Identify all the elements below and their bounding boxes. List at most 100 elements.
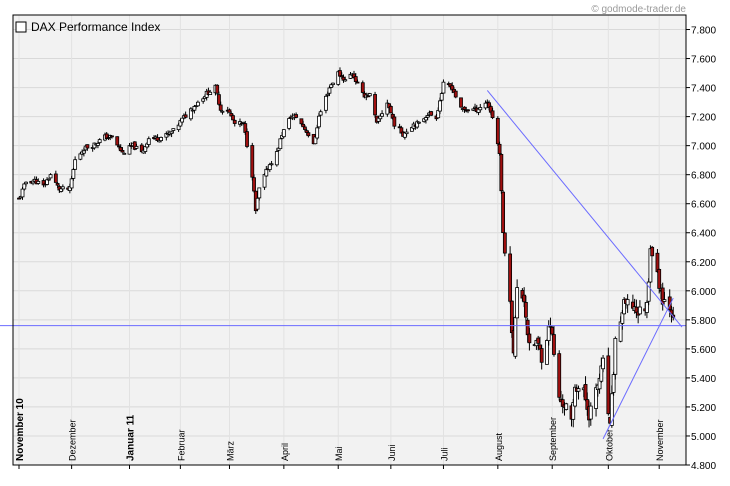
candle-up — [192, 106, 197, 111]
candle-up — [324, 95, 328, 111]
candle-down — [299, 118, 304, 125]
candle-up — [281, 129, 286, 138]
candle-up — [424, 117, 428, 121]
candle-up — [380, 113, 384, 117]
candle-down — [490, 110, 495, 118]
candle-up — [417, 121, 421, 124]
candle-up — [441, 81, 446, 94]
candle-up — [367, 93, 372, 97]
candle-up — [573, 386, 577, 407]
candle-down — [231, 115, 235, 121]
candle-down — [218, 104, 223, 111]
candle-up — [662, 299, 667, 302]
candle-down — [523, 301, 528, 318]
candle-down — [388, 106, 393, 114]
candle-down — [120, 150, 125, 153]
candle-down — [550, 326, 555, 335]
candle-down — [85, 144, 90, 149]
candle-down — [243, 123, 248, 133]
candle-down — [373, 94, 377, 116]
candle-up — [169, 131, 174, 134]
y-tick-label: 5.800 — [691, 316, 716, 327]
candle-up — [564, 403, 569, 410]
x-tick-label: Mai — [334, 446, 344, 461]
candle-down — [306, 132, 311, 137]
candle-up — [425, 115, 430, 118]
candle-up — [331, 82, 335, 85]
candle-up — [171, 128, 176, 131]
candle-up — [220, 110, 225, 113]
candle-up — [318, 111, 323, 116]
candle-up — [343, 79, 348, 82]
candle-up — [576, 388, 581, 392]
candle-down — [250, 145, 255, 178]
trendline — [486, 90, 683, 328]
candle-down — [525, 319, 530, 336]
candle-up — [20, 188, 25, 198]
candle-down — [539, 348, 544, 363]
candle-down — [606, 355, 611, 415]
candle-up — [645, 302, 649, 313]
candle-up — [127, 145, 132, 155]
candle-up — [613, 338, 618, 375]
candle-up — [71, 169, 76, 179]
candle-up — [483, 102, 488, 109]
candle-up — [262, 174, 267, 188]
candle-up — [134, 146, 139, 149]
candle-up — [81, 150, 86, 154]
candle-up — [317, 115, 321, 128]
candle-down — [583, 384, 588, 401]
y-tick-label: 6.000 — [691, 287, 716, 298]
candle-down — [466, 109, 470, 112]
candle-down — [53, 173, 58, 183]
y-tick-label: 6.800 — [691, 171, 716, 182]
candle-up — [46, 178, 51, 181]
candle-up — [255, 197, 260, 210]
candle-up — [315, 127, 320, 139]
legend: DAX Performance Index — [15, 20, 160, 34]
candle-down — [429, 111, 434, 116]
candle-down — [655, 252, 660, 273]
candle-up — [180, 117, 185, 123]
candle-up — [329, 84, 334, 88]
candle-up — [620, 312, 625, 324]
y-tick-label: 5.000 — [691, 432, 716, 443]
candle-down — [55, 183, 60, 186]
candle-up — [625, 299, 630, 306]
candle-up — [60, 186, 65, 190]
candle-down — [304, 130, 309, 133]
candle-down — [657, 268, 662, 289]
candle-up — [546, 325, 551, 342]
candle-up — [545, 340, 549, 365]
x-axis-labels: November 10 Dezember Januar 11 Februar März A… — [15, 398, 665, 469]
y-tick-label: 7.000 — [691, 142, 716, 153]
candle-up — [96, 143, 100, 146]
x-tick-label: Juni — [387, 444, 397, 461]
candle-up — [36, 180, 41, 184]
y-tick-label: 7.400 — [691, 84, 716, 95]
candle-down — [353, 76, 358, 83]
candlesticks — [17, 67, 676, 428]
candle-down — [232, 119, 237, 124]
candle-down — [392, 116, 397, 127]
y-tick-label: 4.800 — [691, 461, 716, 472]
candle-up — [513, 317, 518, 357]
candle-up — [22, 183, 27, 190]
candle-down — [499, 153, 504, 192]
candle-down — [508, 253, 513, 302]
candle-up — [274, 151, 279, 166]
candle-up — [257, 187, 262, 199]
candle-down — [360, 82, 365, 93]
candle-up — [48, 174, 53, 179]
candle-down — [462, 106, 467, 110]
x-tick-label: April — [280, 443, 290, 461]
candle-up — [638, 306, 642, 315]
candle-down — [557, 353, 562, 398]
candle-down — [252, 177, 256, 192]
candle-down — [502, 232, 507, 254]
candle-up — [404, 131, 409, 135]
candle-down — [453, 90, 458, 98]
candle-down — [110, 135, 114, 138]
candle-up — [188, 108, 193, 120]
candle-down — [501, 191, 505, 234]
